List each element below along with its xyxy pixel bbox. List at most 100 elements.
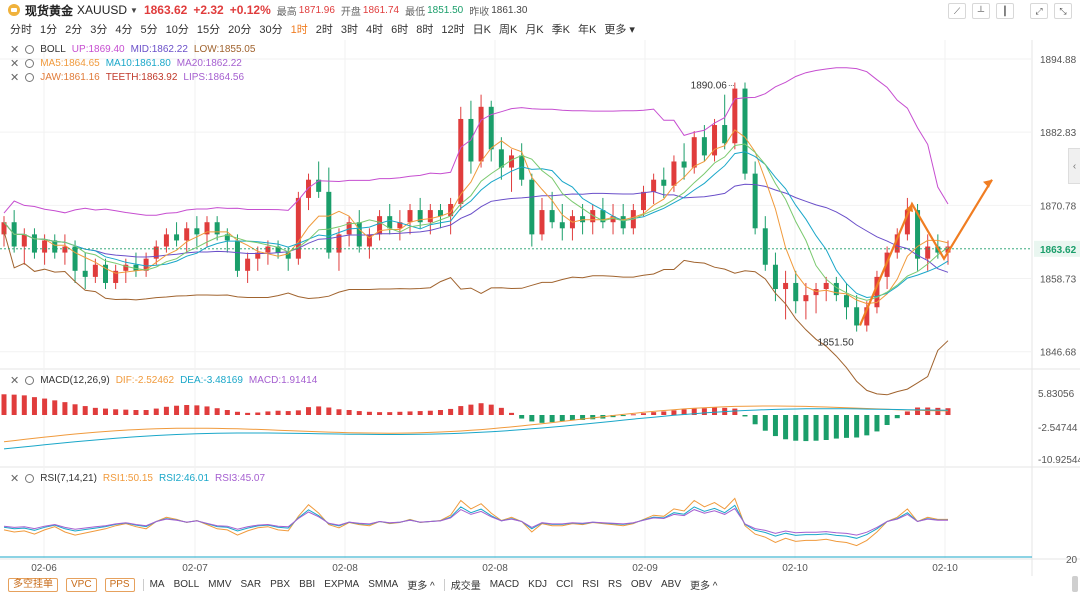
boll-mid: MID:1862.22	[130, 44, 188, 55]
candle-body	[722, 125, 728, 144]
timeframe-7[interactable]: 15分	[196, 24, 221, 36]
macd-bar	[559, 415, 565, 422]
sub-indicator-2[interactable]: KDJ	[528, 579, 548, 590]
candle-style-icon[interactable]: ┃	[996, 3, 1014, 19]
macd-bar	[945, 408, 951, 415]
main-indicator-7[interactable]: SMMA	[368, 579, 399, 590]
timeframe-3[interactable]: 3分	[90, 24, 108, 36]
gear-icon[interactable]	[25, 59, 35, 68]
candle-body	[671, 161, 677, 186]
gear-icon[interactable]	[25, 474, 35, 483]
candle-body	[295, 197, 301, 259]
timeframe-4[interactable]: 4分	[115, 24, 133, 36]
macd-bar	[864, 415, 870, 436]
macd-bar	[874, 415, 880, 432]
close-icon[interactable]: ✕	[10, 473, 20, 485]
timeframe-14[interactable]: 6时	[391, 24, 409, 36]
chevron-left-icon[interactable]: ‹	[1068, 148, 1080, 184]
macd-bar	[458, 406, 464, 415]
sub-indicator-1[interactable]: MACD	[489, 579, 520, 590]
timeframe-16[interactable]: 12时	[441, 24, 465, 36]
timeframe-19[interactable]: 月K	[525, 24, 544, 36]
boll-legend: ✕ BOLL UP:1869.40 MID:1862.22 LOW:1855.0…	[10, 43, 255, 56]
open-label: 开盘	[340, 6, 361, 18]
timeframe-1[interactable]: 1分	[40, 24, 58, 36]
timeframe-13[interactable]: 4时	[366, 24, 384, 36]
sub-indicator-6[interactable]: OBV	[630, 579, 652, 590]
last-price: 1863.62	[143, 3, 188, 17]
tag-button-1[interactable]: VPC	[66, 577, 97, 592]
candle-body	[701, 137, 707, 156]
gear-icon[interactable]	[25, 376, 35, 385]
instrument-name[interactable]: 现货黄金	[25, 3, 74, 18]
candle-body	[437, 210, 443, 217]
candle-body	[306, 179, 312, 198]
chart-type-icon[interactable]: ┴	[972, 3, 990, 19]
gear-icon[interactable]	[25, 73, 35, 82]
timeframe-6[interactable]: 10分	[165, 24, 189, 36]
timeframe-20[interactable]: 季K	[551, 24, 570, 36]
timeframe-15[interactable]: 8时	[416, 24, 434, 36]
macd-bar	[549, 415, 555, 423]
scroll-handle[interactable]	[1072, 576, 1078, 592]
timeframe-10[interactable]: 1时	[290, 24, 308, 36]
candle-body	[498, 149, 504, 168]
macd-bar	[448, 408, 454, 415]
main-indicator-4[interactable]: PBX	[270, 579, 291, 590]
sub-indicator-8[interactable]: 更多 ^	[690, 581, 718, 592]
close-icon[interactable]: ✕	[10, 44, 20, 56]
lips-line	[3, 143, 949, 301]
main-indicator-8[interactable]: 更多 ^	[407, 581, 435, 592]
macd-axis-label: 5.83056	[1038, 389, 1075, 400]
chevron-down-icon[interactable]: ▼	[130, 5, 138, 15]
sub-indicator-4[interactable]: RSI	[582, 579, 599, 590]
sub-indicator-7[interactable]: ABV	[661, 579, 682, 590]
macd-bar	[316, 406, 322, 415]
timeframe-8[interactable]: 20分	[228, 24, 252, 36]
macd-bar	[843, 415, 849, 438]
macd-bar	[701, 408, 707, 415]
draw-line-icon[interactable]: ⟋	[948, 3, 966, 19]
timeframe-18[interactable]: 周K	[498, 24, 518, 36]
timeframe-11[interactable]: 2时	[315, 24, 333, 36]
timeframe-21[interactable]: 年K	[578, 24, 597, 36]
candle-body	[793, 282, 799, 302]
sub-indicator-0[interactable]: 成交量	[450, 581, 481, 592]
macd-bar	[285, 411, 291, 415]
tag-button-0[interactable]: 多空挂单	[8, 577, 58, 592]
price-chart[interactable]: 1894.88 1882.83 1870.78 1858.73 1846.68 02-06…	[0, 0, 1080, 576]
timeframe-22[interactable]: 更多 ▾	[604, 24, 635, 36]
close-icon[interactable]: ✕	[10, 375, 20, 387]
sub-indicator-3[interactable]: CCI	[556, 579, 574, 590]
price-change: +2.32	[193, 3, 224, 17]
main-indicator-1[interactable]: BOLL	[173, 579, 200, 590]
main-indicator-2[interactable]: MMV	[208, 579, 232, 590]
sub-indicator-5[interactable]: RS	[607, 579, 622, 590]
tag-button-2[interactable]: PPS	[104, 577, 135, 592]
main-indicator-5[interactable]: BBI	[299, 579, 316, 590]
timeframe-2[interactable]: 2分	[65, 24, 83, 36]
close-icon[interactable]: ✕	[10, 58, 20, 70]
macd-bar	[417, 411, 423, 415]
instrument-symbol[interactable]: XAUUSD	[77, 3, 128, 17]
candle-body	[163, 234, 169, 247]
candle-body	[265, 246, 271, 253]
main-indicator-0[interactable]: MA	[149, 579, 165, 590]
timeframe-9[interactable]: 30分	[259, 24, 283, 36]
timeframe-12[interactable]: 3时	[340, 24, 358, 36]
gear-icon[interactable]	[25, 45, 35, 54]
fullscreen-icon[interactable]: ⤢	[1030, 3, 1048, 19]
timeframe-5[interactable]: 5分	[140, 24, 158, 36]
shrink-icon[interactable]: ⤡	[1054, 3, 1072, 19]
macd-bar	[640, 413, 646, 415]
timeframe-17[interactable]: 日K	[472, 24, 491, 36]
candle-body	[92, 264, 98, 277]
timeframe-0[interactable]: 分时	[10, 24, 32, 36]
main-indicator-3[interactable]: SAR	[240, 579, 262, 590]
candle-body	[103, 264, 109, 283]
arrow-head	[905, 204, 913, 212]
main-indicator-6[interactable]: EXPMA	[324, 579, 360, 590]
ma10-line	[3, 151, 949, 299]
close-icon[interactable]: ✕	[10, 72, 20, 84]
candle-body	[174, 234, 180, 241]
